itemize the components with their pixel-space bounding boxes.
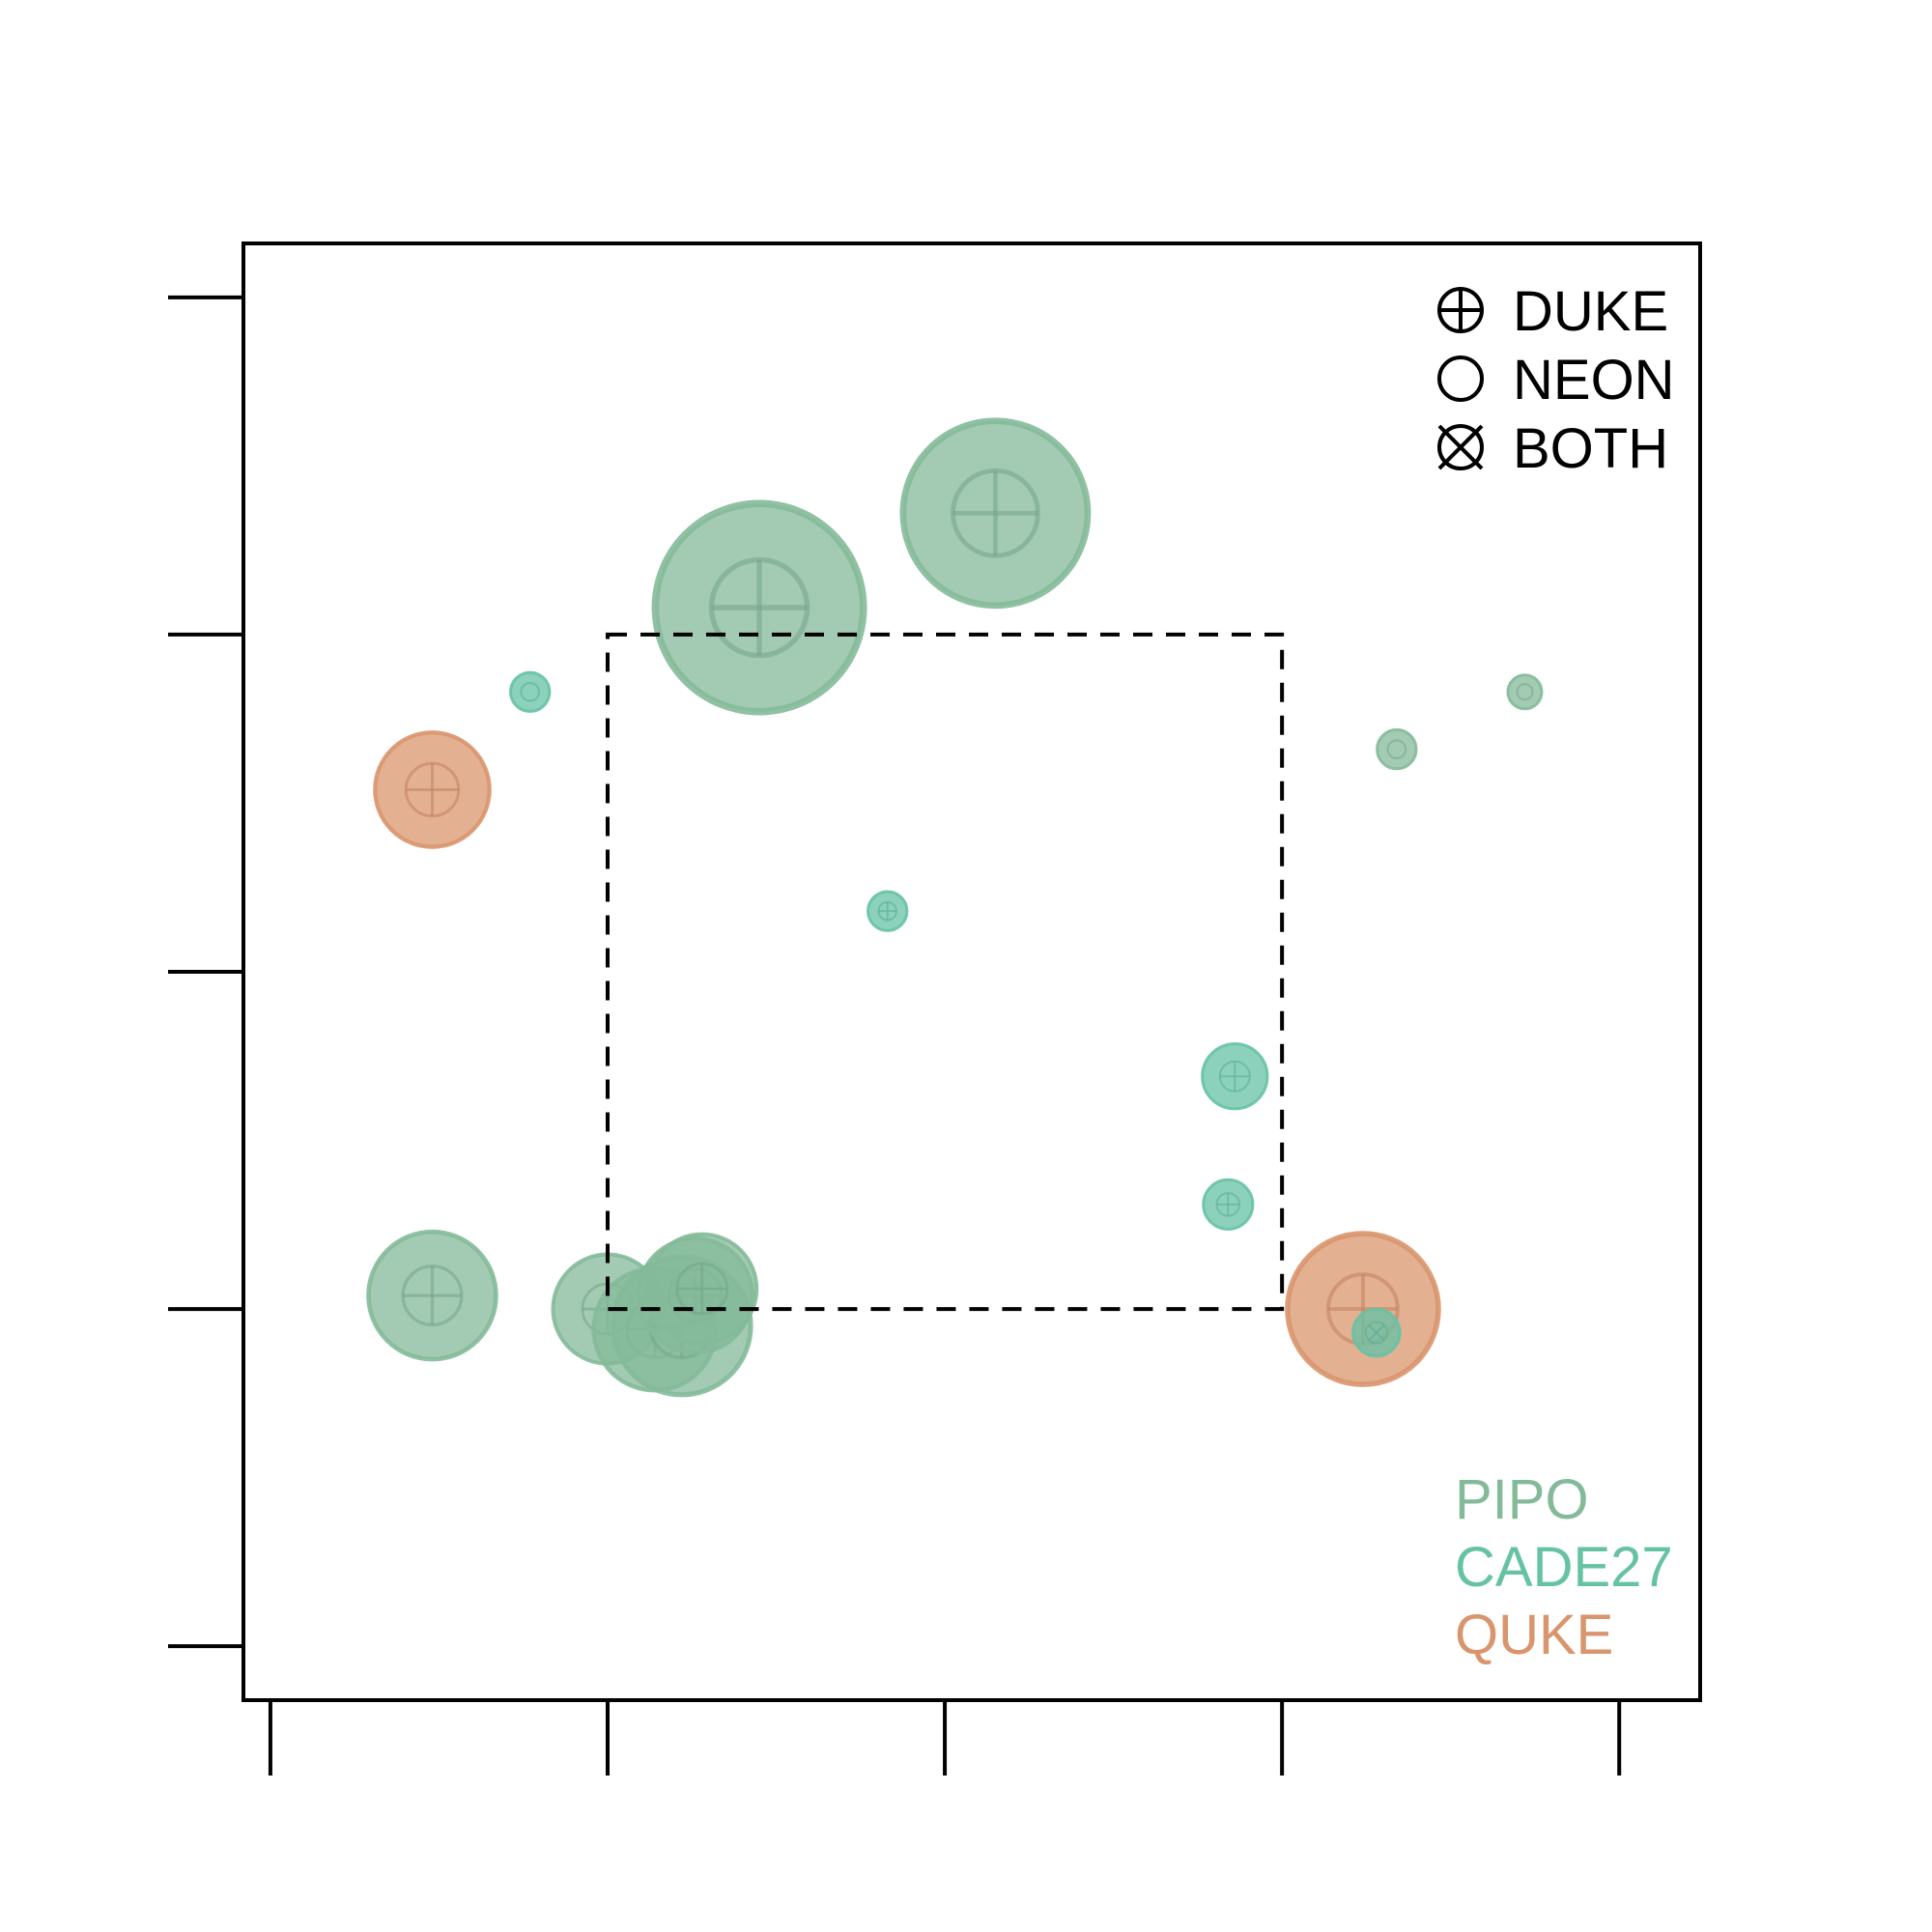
- symbol-legend: DUKE NEON BOTH: [1437, 280, 1675, 480]
- legend-label-neon: NEON: [1513, 349, 1675, 412]
- point-quke-duke: [373, 730, 492, 849]
- point-cade27-both: [1351, 1307, 1402, 1358]
- point-cade27-duke: [1202, 1178, 1255, 1231]
- legend-label-both: BOTH: [1513, 417, 1668, 480]
- legend-item-both: BOTH: [1437, 417, 1668, 480]
- point-pipo-duke: [366, 1229, 498, 1362]
- circle-icon: [1437, 355, 1484, 402]
- axes-layer: [168, 295, 1622, 1776]
- legend-label-duke: DUKE: [1513, 280, 1668, 343]
- point-pipo-duke: [645, 1232, 759, 1346]
- point-pipo-neon: [1506, 673, 1544, 711]
- reference-box: [606, 632, 1285, 1312]
- point-cade27-neon: [509, 670, 552, 713]
- species-legend: PIPO CADE27 QUKE: [1455, 1468, 1673, 1666]
- point-pipo-duke: [899, 417, 1092, 610]
- points-layer: [366, 417, 1544, 1398]
- circle-plus-icon: [1437, 287, 1484, 333]
- point-cade27-duke: [867, 890, 909, 932]
- legend-label-pipo: PIPO: [1455, 1468, 1589, 1531]
- point-pipo-neon: [1376, 727, 1418, 771]
- legend-item-duke: DUKE: [1437, 280, 1668, 343]
- circle-x-icon: [1437, 424, 1484, 470]
- legend-label-quke: QUKE: [1455, 1604, 1613, 1666]
- point-quke-duke: [1285, 1231, 1441, 1387]
- legend-label-cade27: CADE27: [1455, 1536, 1673, 1599]
- point-cade27-duke: [1201, 1042, 1269, 1111]
- point-pipo-duke: [651, 499, 867, 716]
- legend-item-neon: NEON: [1437, 349, 1675, 412]
